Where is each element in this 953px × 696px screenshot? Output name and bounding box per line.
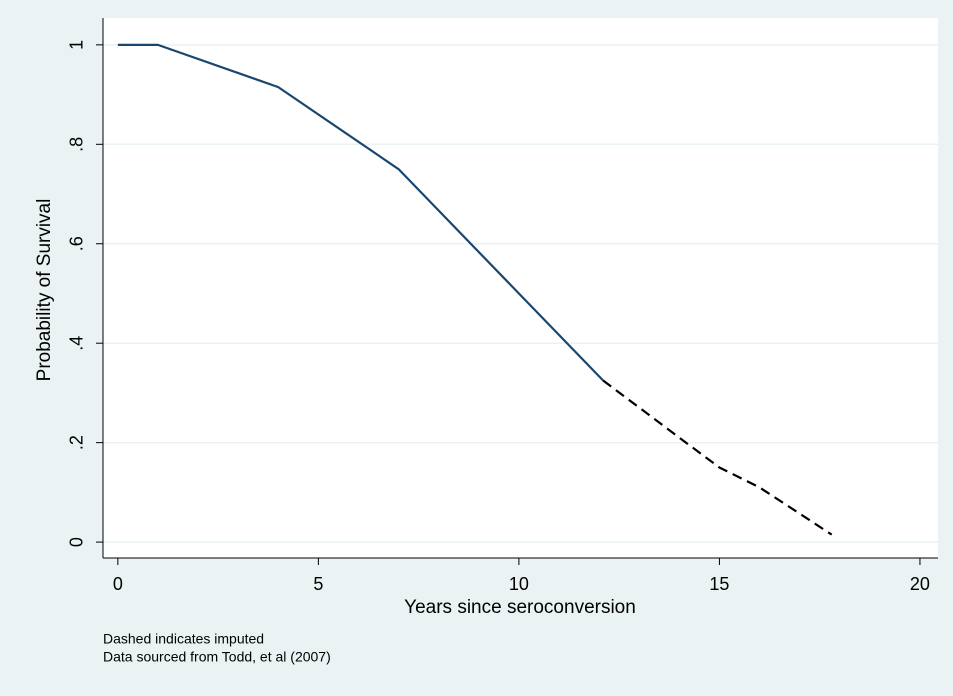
x-tick-label: 15 — [709, 574, 729, 594]
x-tick-label: 20 — [910, 574, 930, 594]
y-tick-label: .8 — [67, 137, 87, 152]
x-axis-title: Years since seroconversion — [404, 597, 636, 618]
x-tick-label: 0 — [113, 574, 123, 594]
line — [602, 379, 833, 536]
note: Dashed indicates imputed — [103, 631, 264, 647]
y-tick-label: 1 — [67, 40, 87, 50]
y-axis-title: Probability of Survival — [34, 199, 55, 382]
line — [117, 43, 604, 382]
x-tick-label: 5 — [313, 574, 323, 594]
note: Data sourced from Todd, et al (2007) — [103, 649, 331, 665]
y-tick-label: 0 — [67, 537, 87, 547]
y-tick-label: .2 — [67, 435, 87, 450]
x-tick-label: 10 — [509, 574, 529, 594]
y-tick-label: .4 — [67, 336, 87, 351]
y-tick-label: .6 — [67, 236, 87, 251]
plot-area — [103, 18, 938, 558]
